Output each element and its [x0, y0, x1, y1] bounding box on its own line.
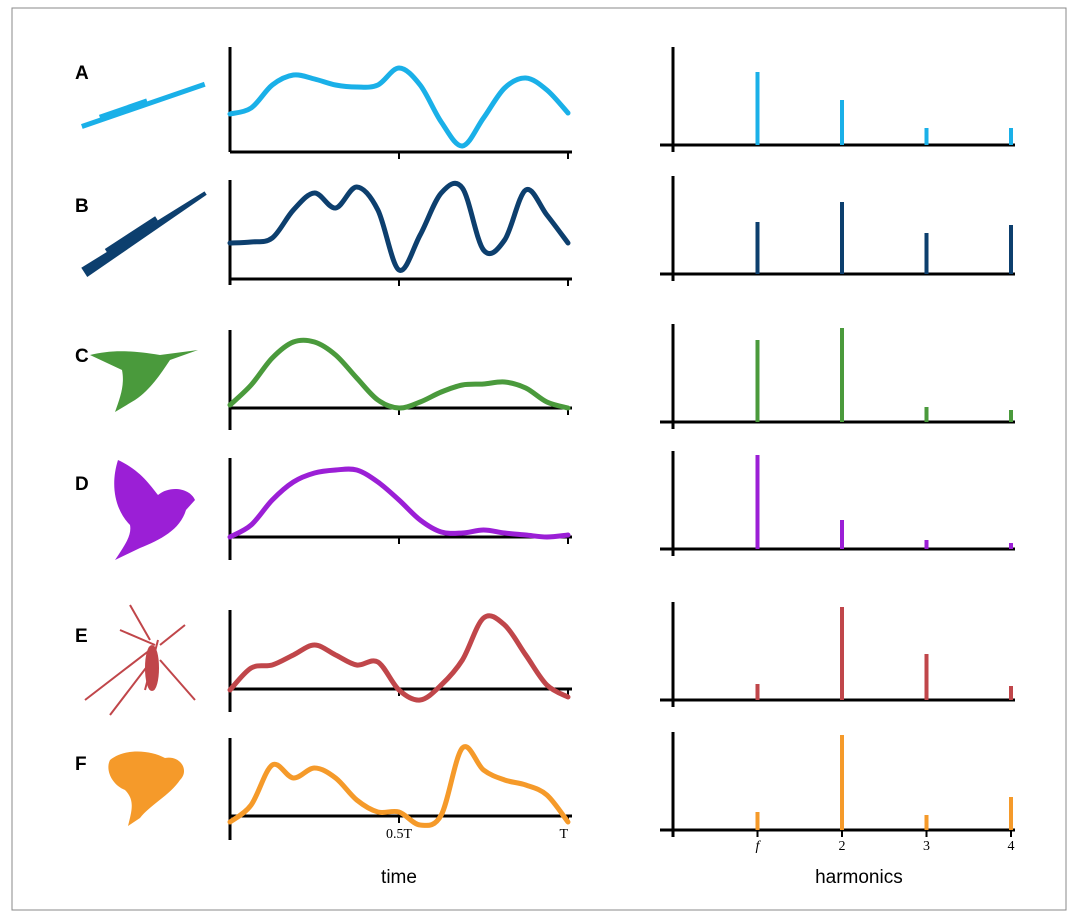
x-tick-label: f	[756, 839, 762, 854]
panel-label: B	[75, 196, 89, 217]
waveform	[230, 616, 568, 700]
waveform	[230, 469, 568, 537]
x-tick-label: 3	[923, 839, 930, 854]
hummingbird-icon	[90, 350, 198, 412]
oboe-icon	[80, 186, 209, 277]
x-tick-label: T	[559, 827, 568, 842]
x-axis-label: time	[381, 867, 417, 888]
fly-icon	[108, 752, 184, 827]
icons	[80, 79, 209, 826]
x-tick-label: 0.5T	[386, 827, 413, 842]
panel-label: A	[75, 63, 89, 84]
bird-icon	[114, 460, 195, 560]
x-tick-label: 2	[839, 839, 846, 854]
panel-label: C	[75, 346, 89, 367]
panel-label: E	[75, 626, 88, 647]
mosquito-icon	[85, 605, 195, 715]
figure: A B C D E F 0.5T Ttime f 2 3 4 harmonics	[0, 0, 1078, 922]
waveform	[230, 340, 568, 408]
waveform	[230, 68, 568, 146]
panel-label: D	[75, 474, 89, 495]
panel-label: F	[75, 754, 87, 775]
waveform	[230, 747, 568, 826]
waveform	[230, 183, 568, 270]
x-axis-label: harmonics	[815, 867, 903, 888]
flute-icon	[80, 79, 206, 129]
x-tick-label: 4	[1008, 839, 1015, 854]
